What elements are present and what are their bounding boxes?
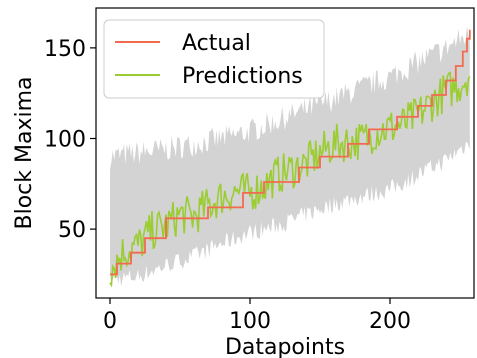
- y-tick-label: 100: [44, 128, 86, 153]
- series-line-layer: [109, 29, 471, 288]
- x-tick-label: 200: [369, 309, 411, 334]
- uncertainty-band-layer: [110, 25, 470, 287]
- x-axis-ticks: 0 100 200: [103, 298, 411, 334]
- uncertainty-band: [110, 25, 470, 287]
- series-line-actual: [110, 29, 471, 276]
- legend-box: [103, 19, 325, 99]
- y-tick-label: 150: [44, 37, 86, 62]
- series-line-predictions: [109, 71, 471, 288]
- plot-frame: [95, 7, 475, 299]
- y-tick-label: 50: [58, 218, 86, 243]
- x-tick-label: 100: [229, 309, 271, 334]
- legend-label: Actual: [182, 31, 251, 56]
- x-axis-title: Datapoints: [225, 335, 345, 358]
- legend: Actual Predictions: [103, 19, 325, 99]
- y-axis-ticks: 50 100 150: [44, 37, 96, 243]
- y-axis-title: Block Maxima: [12, 76, 37, 229]
- legend-label: Predictions: [182, 64, 303, 89]
- x-tick-label: 0: [103, 309, 117, 334]
